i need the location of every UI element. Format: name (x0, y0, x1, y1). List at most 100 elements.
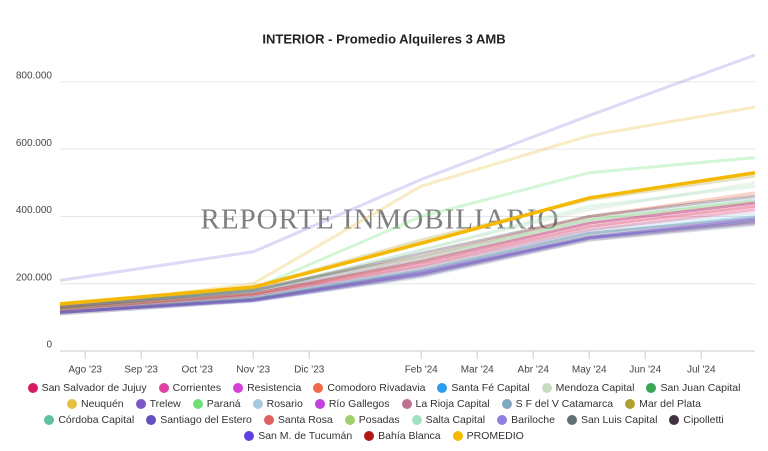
y-tick-label: 600.000 (16, 138, 53, 149)
y-tick-label: 200.000 (16, 272, 53, 283)
legend-swatch (158, 383, 169, 393)
legend-swatch (146, 415, 157, 425)
legend-label: Posadas (358, 414, 400, 426)
legend-swatch (497, 415, 508, 425)
legend-label: Río Gallegos (328, 398, 390, 410)
legend-swatch (27, 383, 38, 393)
series-line (59, 201, 756, 311)
series-line (59, 199, 756, 311)
chart-title: INTERIOR - Promedio Alquileres 3 AMB (262, 31, 505, 46)
series-line (59, 204, 756, 311)
legend-label: Bahía Blanca (378, 430, 441, 442)
series-line (59, 223, 756, 316)
legend-swatch (233, 383, 244, 393)
legend-label: S F del V Catamarca (515, 398, 614, 410)
legend-item[interactable]: Rosario (252, 396, 303, 412)
legend-label: Cipolletti (683, 414, 724, 426)
series-line (59, 170, 756, 306)
x-tick-label: Nov '23 (236, 365, 270, 376)
legend-label: PROMEDIO (466, 430, 524, 442)
legend-swatch (401, 399, 412, 409)
series-line (59, 221, 756, 314)
legend-label: Mar del Plata (639, 398, 701, 410)
legend-item[interactable]: Bahía Blanca (364, 428, 441, 444)
legend-label: San Luis Capital (580, 414, 658, 426)
series-line (59, 201, 756, 309)
series-line (59, 220, 756, 314)
legend-label: San Salvador de Jujuy (41, 382, 147, 394)
legend-swatch (252, 399, 263, 409)
legend-swatch (135, 399, 146, 409)
legend-item[interactable]: San Salvador de Jujuy (27, 380, 147, 396)
series-line (59, 53, 756, 282)
legend-swatch (44, 415, 55, 425)
legend-swatch (646, 383, 657, 393)
legend-label: Resistencia (247, 382, 302, 394)
legend-label: Santiago del Estero (160, 414, 252, 426)
legend-item[interactable]: Santiago del Estero (146, 412, 252, 428)
series-line (59, 218, 756, 314)
legend-swatch (244, 431, 255, 441)
legend-item[interactable]: Río Gallegos (314, 396, 390, 412)
legend-item[interactable]: Cipolletti (669, 412, 724, 428)
legend-item[interactable]: Bariloche (497, 412, 555, 428)
series-line (59, 220, 756, 314)
series-line (59, 156, 756, 311)
legend-swatch (263, 415, 274, 425)
legend-swatch (452, 431, 463, 441)
legend-label: Santa Rosa (277, 414, 333, 426)
legend-label: San Juan Capital (660, 382, 741, 394)
legend-label: Santa Fé Capital (451, 382, 530, 394)
legend-item[interactable]: Paraná (192, 396, 241, 412)
legend-label: Trelew (149, 398, 181, 410)
legend-swatch (67, 399, 78, 409)
legend-label: Paraná (206, 398, 241, 410)
series-line (59, 216, 756, 314)
legend-item[interactable]: PROMEDIO (452, 428, 524, 444)
watermark: REPORTE INMOBILIARIO (201, 204, 560, 236)
legend-swatch (192, 399, 203, 409)
legend-item[interactable]: Corrientes (158, 380, 222, 396)
legend-item[interactable]: La Rioja Capital (401, 396, 490, 412)
x-tick-label: Feb '24 (405, 365, 438, 376)
legend-item[interactable]: Santa Fé Capital (437, 380, 530, 396)
legend-label: Corrientes (172, 382, 222, 394)
x-tick-label: Sep '23 (124, 365, 158, 376)
x-tick-label: Jul '24 (687, 365, 716, 376)
legend-item[interactable]: Córdoba Capital (44, 412, 134, 428)
legend-item[interactable]: Posadas (344, 412, 400, 428)
legend-item[interactable]: Santa Rosa (263, 412, 333, 428)
series-line (59, 181, 756, 309)
legend-item[interactable]: Mendoza Capital (541, 380, 634, 396)
legend-item[interactable]: S F del V Catamarca (501, 396, 614, 412)
legend-label: Córdoba Capital (58, 414, 135, 426)
series-line (59, 214, 756, 313)
legend-item[interactable]: Neuquén (67, 396, 124, 412)
x-tick-label: Abr '24 (518, 365, 550, 376)
legend-swatch (437, 383, 448, 393)
legend-swatch (566, 415, 577, 425)
legend-item[interactable]: San Luis Capital (566, 412, 658, 428)
legend-item[interactable]: Mar del Plata (625, 396, 701, 412)
x-tick-label: Oct '23 (182, 365, 214, 376)
legend-item[interactable]: San M. de Tucumán (244, 428, 352, 444)
y-tick-label: 800.000 (16, 71, 53, 82)
legend-item[interactable]: Resistencia (233, 380, 301, 396)
y-tick-label: 400.000 (16, 205, 53, 216)
x-tick-label: Jun '24 (629, 365, 661, 376)
chart: INTERIOR - Promedio Alquileres 3 AMB REP… (16, 31, 756, 376)
legend-swatch (411, 415, 422, 425)
legend-swatch (314, 399, 325, 409)
legend-item[interactable]: Comodoro Rivadavia (313, 380, 425, 396)
legend-label: La Rioja Capital (415, 398, 490, 410)
legend-item[interactable]: San Juan Capital (646, 380, 740, 396)
legend-swatch (313, 383, 324, 393)
legend-item[interactable]: Trelew (135, 396, 181, 412)
series-line (59, 221, 756, 316)
legend-swatch (625, 399, 636, 409)
series-line (59, 217, 756, 314)
legend-label: Salta Capital (425, 414, 486, 426)
legend-label: San M. de Tucumán (258, 430, 353, 442)
legend-item[interactable]: Salta Capital (411, 412, 486, 428)
